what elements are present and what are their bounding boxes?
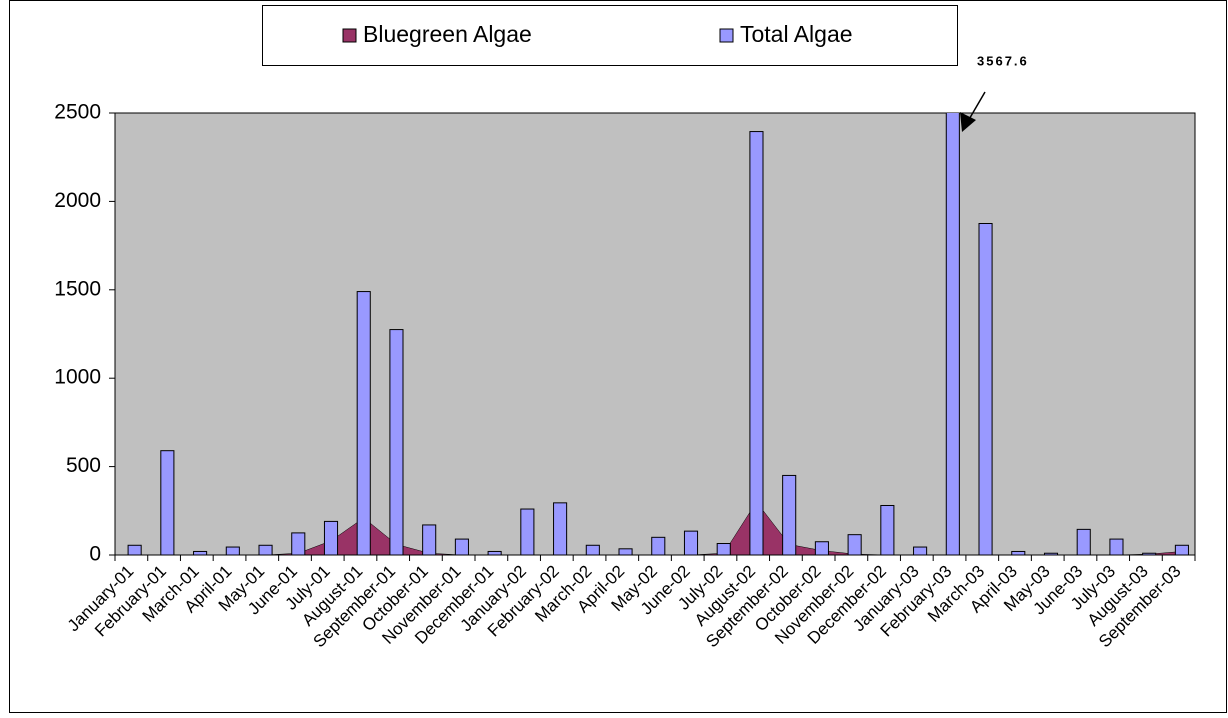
- bar: [291, 532, 306, 555]
- area: [134, 501, 1183, 555]
- y-tick-label: 2000: [54, 189, 101, 212]
- bar: [1011, 550, 1026, 555]
- bar: [258, 544, 273, 555]
- bar: [520, 508, 535, 555]
- bar: [127, 544, 142, 555]
- bar: [160, 450, 175, 555]
- bar: [945, 113, 960, 555]
- bar: [683, 530, 699, 555]
- bar: [585, 544, 600, 555]
- annotation: 3567.6: [977, 53, 1029, 68]
- bar: [487, 550, 502, 555]
- plot-marks: [127, 113, 1189, 555]
- y-tick-label: 1500: [54, 277, 101, 300]
- bar: [323, 520, 339, 555]
- bar: [422, 524, 437, 555]
- annotation-arrowhead: [960, 112, 976, 132]
- legend: [262, 5, 958, 66]
- bar: [389, 329, 404, 555]
- bar: [913, 546, 928, 555]
- bar: [880, 504, 895, 555]
- bar: [847, 534, 862, 555]
- plot-area: [114, 112, 1196, 556]
- y-tick-label: 2500: [54, 101, 101, 124]
- bar: [651, 536, 666, 555]
- y-tick-label: 500: [66, 454, 101, 477]
- bar: [454, 538, 469, 555]
- bar: [1109, 538, 1124, 555]
- bar: [225, 546, 240, 555]
- legend-swatch: [342, 28, 357, 43]
- bar: [716, 543, 731, 555]
- legend-label: Total Algae: [740, 21, 853, 47]
- bar: [356, 291, 371, 555]
- legend-swatch: [719, 28, 734, 43]
- bar: [553, 502, 568, 555]
- bar: [618, 548, 633, 555]
- y-tick-label: 1000: [54, 366, 101, 389]
- bar: [814, 541, 829, 555]
- bar: [749, 131, 764, 555]
- y-tick-label: 0: [89, 543, 101, 566]
- legend-label: Bluegreen Algae: [363, 21, 532, 47]
- bar: [1076, 528, 1091, 555]
- bar: [978, 223, 993, 555]
- bar: [782, 474, 797, 555]
- legend-items: Bluegreen Algae Total Algae: [342, 21, 853, 47]
- bar: [193, 550, 208, 555]
- bar: [1174, 544, 1189, 555]
